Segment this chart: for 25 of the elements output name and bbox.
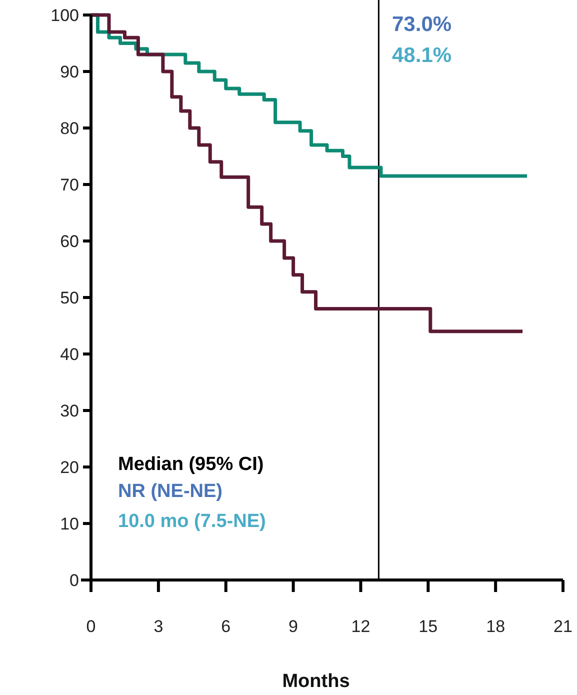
x-tick-label: 12 bbox=[351, 617, 370, 636]
x-tick-label: 21 bbox=[554, 617, 572, 636]
x-tick-label: 3 bbox=[154, 617, 164, 636]
x-tick-label: 0 bbox=[86, 617, 96, 636]
x-tick-label: 18 bbox=[486, 617, 506, 636]
annotation: 10.0 mo (7.5-NE) bbox=[118, 511, 266, 532]
y-tick-label: 10 bbox=[60, 514, 79, 534]
annotation: Median (95% CI) bbox=[118, 454, 264, 475]
y-tick-label: 100 bbox=[50, 6, 79, 25]
x-tick-label: 15 bbox=[418, 617, 438, 636]
y-tick-label: 40 bbox=[60, 344, 79, 364]
x-tick-label: 6 bbox=[221, 617, 231, 636]
y-tick-label: 90 bbox=[60, 62, 79, 82]
y-tick-label: 0 bbox=[70, 570, 79, 590]
annotation: 48.1% bbox=[392, 44, 452, 67]
x-tick-label: 9 bbox=[288, 617, 298, 636]
y-tick-label: 70 bbox=[60, 175, 79, 194]
annotation: 73.0% bbox=[392, 13, 452, 36]
y-tick-label: 60 bbox=[60, 232, 79, 251]
y-tick-label: 20 bbox=[60, 458, 79, 477]
x-axis-title: Months bbox=[282, 671, 350, 692]
annotation: NR (NE-NE) bbox=[118, 481, 222, 502]
y-tick-label: 80 bbox=[60, 118, 79, 138]
y-tick-label: 30 bbox=[60, 401, 79, 420]
y-tick-label: 50 bbox=[60, 288, 79, 308]
